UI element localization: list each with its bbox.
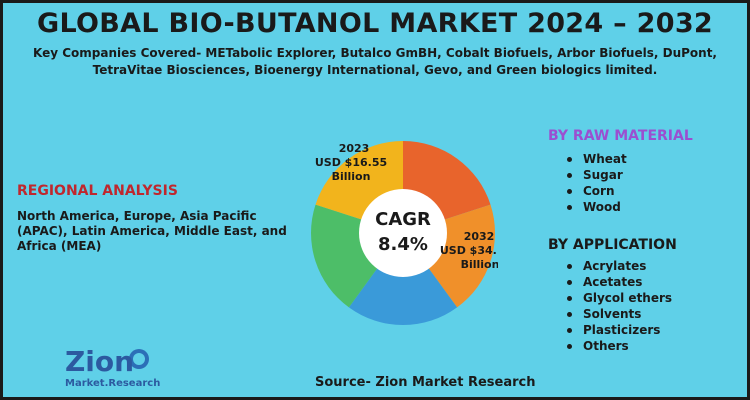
raw-material-list: Wheat Sugar Corn Wood	[561, 151, 627, 215]
application-item: Acetates	[561, 274, 672, 290]
page-title: GLOBAL BIO-BUTANOL MARKET 2024 – 2032	[36, 8, 714, 39]
raw-material-item: Sugar	[561, 167, 627, 183]
application-heading: BY APPLICATION	[548, 237, 677, 253]
application-item: Acrylates	[561, 258, 672, 274]
annotation-2032-year: 2032	[464, 230, 495, 243]
key-companies-text: Key Companies Covered- METabolic Explore…	[33, 46, 717, 77]
cagr-value: 8.4%	[378, 234, 428, 255]
annotation-2023-unit: Billion	[332, 170, 371, 183]
zion-logo: Zion Market.Research	[63, 345, 161, 389]
regional-analysis-heading: REGIONAL ANALYSIS	[17, 183, 178, 199]
logo-tagline: Market.Research	[65, 378, 160, 389]
annotation-2023-year: 2023	[339, 142, 370, 155]
regional-analysis-text: North America, Europe, Asia Pacific (APA…	[17, 209, 287, 253]
annotation-2023-value: USD $16.55	[315, 156, 387, 169]
raw-material-item: Wheat	[561, 151, 627, 167]
application-item: Plasticizers	[561, 322, 672, 338]
raw-material-item: Wood	[561, 199, 627, 215]
raw-material-heading: BY RAW MATERIAL	[548, 128, 693, 144]
application-item: Solvents	[561, 306, 672, 322]
raw-material-item: Corn	[561, 183, 627, 199]
annotation-2032-value: USD $34.19	[440, 244, 498, 257]
application-item: Others	[561, 338, 672, 354]
application-item: Glycol ethers	[561, 290, 672, 306]
source-note: Source- Zion Market Research	[315, 375, 536, 390]
cagr-label: CAGR	[375, 209, 431, 230]
application-list: Acrylates Acetates Glycol ethers Solvent…	[561, 258, 672, 354]
annotation-2032-unit: Billion	[461, 258, 498, 271]
logo-wordmark: Zion	[65, 345, 134, 378]
donut-slice-3	[348, 233, 458, 325]
cagr-donut-chart: CAGR 8.4% 2023 USD $16.55 Billion 2032 U…	[311, 141, 498, 325]
donut-hole	[359, 189, 447, 277]
